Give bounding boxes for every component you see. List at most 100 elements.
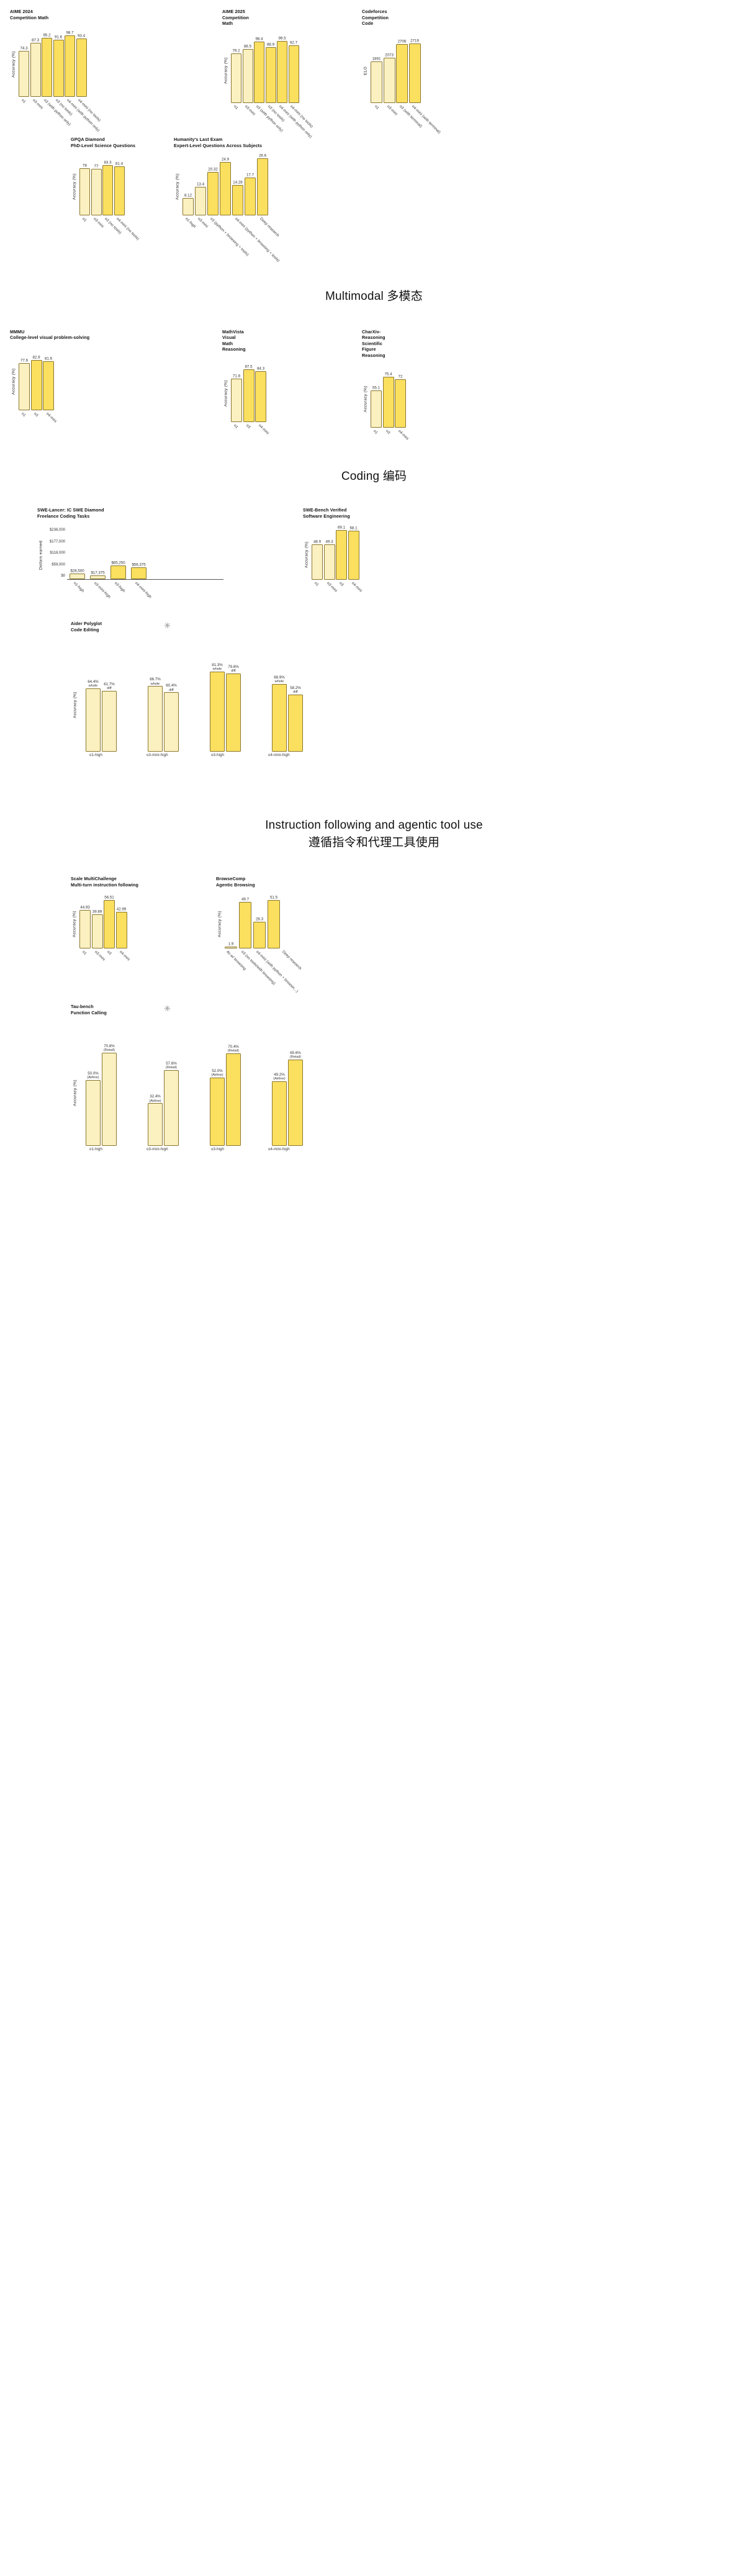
bar[interactable]: 99.5 xyxy=(277,37,287,103)
bar[interactable]: 61.7% diff xyxy=(102,682,117,752)
bar[interactable]: 81.6 xyxy=(43,356,54,410)
x-tick: o1 xyxy=(233,104,239,110)
bar[interactable]: 77.6 xyxy=(19,359,30,410)
bar[interactable]: 91.6 xyxy=(53,35,64,97)
bar[interactable]: 2719 xyxy=(408,39,421,103)
bar-value-label: 61.7% diff xyxy=(104,682,115,691)
x-tick: o3 xyxy=(338,581,345,587)
bar[interactable]: 65.6% (Retail) xyxy=(288,1051,303,1146)
bar[interactable]: 55.1 xyxy=(371,386,382,428)
gear-icon[interactable] xyxy=(164,621,171,628)
bar[interactable]: 70.8% (Retail) xyxy=(102,1044,117,1146)
plot-area: Dollars earned $236,000 $177,000 $118,00… xyxy=(37,528,223,580)
bar[interactable]: 74.3 xyxy=(19,46,29,97)
bar[interactable]: 87.3 xyxy=(30,38,41,97)
bar[interactable]: $65,250 xyxy=(110,561,126,580)
bar[interactable]: 78 xyxy=(79,164,90,215)
bar[interactable]: 1891 xyxy=(371,57,382,103)
bar[interactable]: 69.1 xyxy=(336,526,347,580)
bar[interactable]: 49.3 xyxy=(323,540,335,580)
bar[interactable]: 32.4% (Airline) xyxy=(148,1094,163,1146)
bar[interactable]: 49.2% (Airline) xyxy=(272,1073,287,1146)
bar[interactable]: 81.4 xyxy=(114,162,125,215)
bar[interactable]: 75.4 xyxy=(382,372,394,428)
bar[interactable]: 68.9% whole xyxy=(272,675,287,752)
bar[interactable]: 68.1 xyxy=(348,526,359,580)
bar[interactable]: 93.4 xyxy=(76,34,87,97)
bar[interactable]: $28,500 xyxy=(70,569,85,580)
bar[interactable]: 48.9 xyxy=(312,540,323,580)
x-tick: o4-mini xyxy=(397,429,410,441)
bar-value-label: 49.3 xyxy=(325,539,333,544)
bar[interactable]: 88.9 xyxy=(265,43,276,103)
bar[interactable]: 72 xyxy=(395,375,406,428)
bar-value-label: 8.12 xyxy=(184,193,192,198)
bar[interactable]: 95.2 xyxy=(42,33,52,97)
x-axis-ticks: o1-high o3-mini-high o3-high o4-mini-hig… xyxy=(82,1146,621,1164)
chart-swe-bench-verified: SWE-Bench Verified Software Engineering … xyxy=(223,503,410,606)
bar[interactable]: 98.7 xyxy=(65,31,75,97)
bar[interactable]: 20.32 xyxy=(207,167,219,215)
bar[interactable]: 58.2% diff xyxy=(288,686,303,752)
x-tick: o3-high xyxy=(211,753,225,758)
bars-container: 50.0% (Airline) 70.8% (Retail) 32.4% (Airli… xyxy=(79,1040,621,1146)
bar[interactable]: $56,375 xyxy=(131,563,146,580)
y-axis-label: Accuracy (%) xyxy=(175,173,180,200)
bar[interactable]: 2706 xyxy=(396,39,408,103)
bar[interactable]: 79.2 xyxy=(231,49,241,103)
bar[interactable]: 49.7 xyxy=(239,898,251,949)
bar[interactable]: 28.3 xyxy=(253,917,266,949)
bar[interactable]: 64.4% whole xyxy=(86,680,101,752)
bar[interactable]: 1.9 xyxy=(225,942,237,949)
y-tick: $0 xyxy=(61,574,65,579)
bar[interactable]: 84.3 xyxy=(255,367,266,422)
bar[interactable]: 26.6 xyxy=(257,154,268,215)
bar[interactable]: 66.7% whole xyxy=(148,677,163,752)
bar[interactable]: 51.5 xyxy=(268,896,280,949)
bar[interactable]: 87.5 xyxy=(243,365,255,422)
bar[interactable]: 13.4 xyxy=(195,182,206,215)
bar[interactable]: 44.93 xyxy=(79,906,91,949)
x-tick: o3-mini-high xyxy=(146,1147,168,1152)
bar[interactable]: 60.4% diff xyxy=(164,683,179,752)
chart-row-agentic-1: Scale MultiChallenge Multi-turn instruct… xyxy=(0,872,748,994)
bar[interactable]: 52.0% (Airline) xyxy=(210,1069,225,1146)
bar[interactable]: 56.51 xyxy=(104,896,115,949)
bar[interactable]: 50.0% (Airline) xyxy=(86,1071,101,1146)
bar[interactable]: 8.12 xyxy=(182,194,194,215)
bar[interactable]: 57.6% (Retail) xyxy=(164,1061,179,1146)
chart-title: MMMU xyxy=(10,328,25,335)
bars-container: 1.9 49.7 28.3 51.5 xyxy=(223,896,428,949)
bar-value-label: 2719 xyxy=(410,39,419,44)
bar-value-label: 1.9 xyxy=(228,942,234,947)
bar[interactable]: 39.89 xyxy=(91,910,103,949)
bar[interactable]: 71.8 xyxy=(231,374,242,422)
bar[interactable]: 79.6% diff xyxy=(226,665,241,752)
bar-group: 52.0% (Airline) 70.4% (Retail) xyxy=(206,1040,245,1146)
bar[interactable]: 83.3 xyxy=(102,161,113,215)
chart-subtitle: Competition Math xyxy=(10,14,49,20)
gear-icon[interactable] xyxy=(164,1004,171,1012)
bar-value-label: 68.9% whole xyxy=(274,675,285,684)
bar[interactable]: 81.3% whole xyxy=(210,663,225,752)
bar[interactable]: 77 xyxy=(91,164,102,215)
x-tick: o1 xyxy=(81,217,88,223)
bar[interactable]: 24.9 xyxy=(220,158,231,215)
bar[interactable]: 17.7 xyxy=(245,173,256,215)
bar[interactable]: 2073 xyxy=(383,53,395,103)
plot-area: Accuracy (%) 55.1 75.4 72 xyxy=(362,371,406,428)
bar-value-label: 32.4% (Airline) xyxy=(149,1094,161,1103)
bar[interactable]: 42.99 xyxy=(115,907,127,949)
x-tick: o3 xyxy=(33,411,39,418)
x-axis-ticks: o1 o3 o4-mini xyxy=(362,428,410,456)
bar[interactable]: 70.4% (Retail) xyxy=(226,1045,241,1146)
bar[interactable]: 82.9 xyxy=(30,356,42,410)
bar[interactable]: 86.5 xyxy=(242,45,253,103)
chart-row-multimodal: MMMU College-level visual problem-solvin… xyxy=(0,325,748,441)
bar[interactable]: 14.28 xyxy=(232,180,243,215)
bar[interactable]: 92.7 xyxy=(288,40,299,103)
bar[interactable]: 98.4 xyxy=(254,37,264,103)
chart-charxiv-reasoning: CharXiv-Reasoning Scientific Figure Reas… xyxy=(247,325,410,441)
bar[interactable]: $17,375 xyxy=(90,571,106,580)
chart-header: AIME 2024 Competition Math xyxy=(10,9,117,20)
